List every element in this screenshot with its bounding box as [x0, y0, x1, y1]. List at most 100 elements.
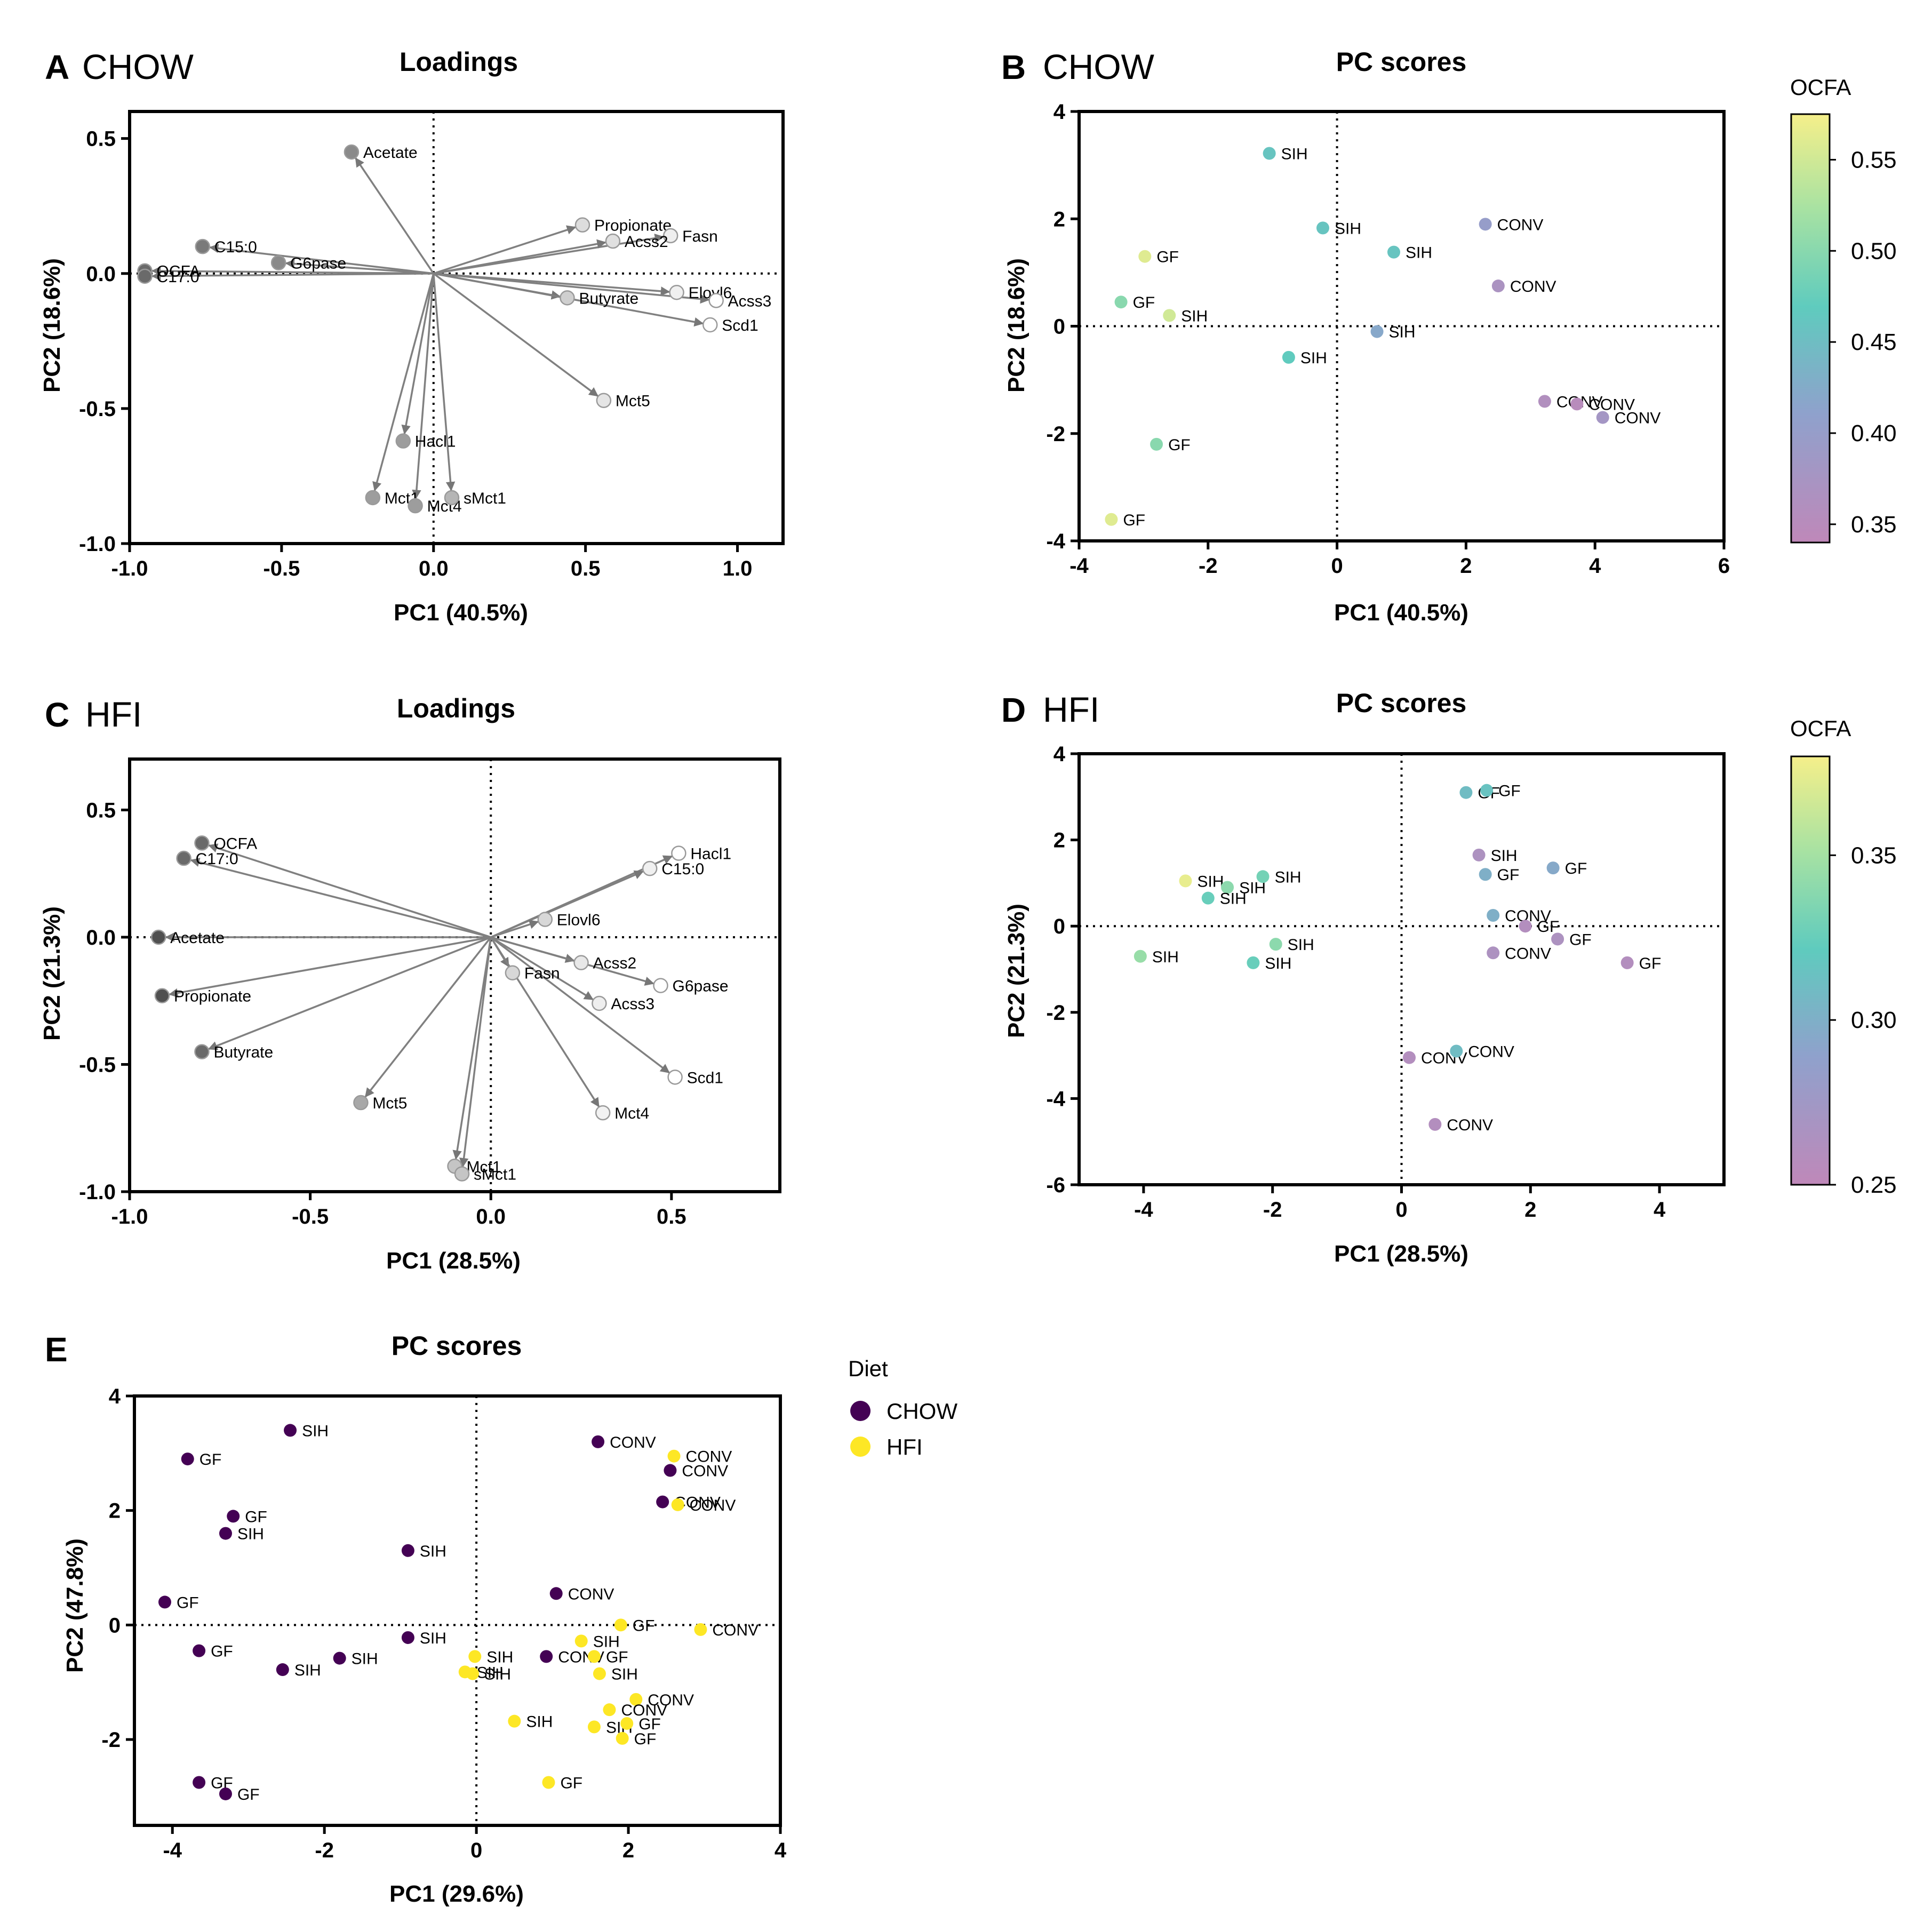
loading-point [596, 393, 612, 408]
loading-point [444, 490, 460, 506]
loading-label: Acetate [363, 144, 418, 162]
loading-arrow [490, 936, 670, 1074]
x-tick-label: 1.0 [723, 557, 753, 580]
score-point [1370, 325, 1384, 338]
panel-d: D HFI PC scores -4-2024-6-4-2024GFGFSIHG… [1001, 688, 1897, 1267]
loading-label: sMct1 [474, 1166, 516, 1184]
score-label: SIH [526, 1713, 553, 1731]
panel-a-title: Loadings [400, 47, 518, 77]
loading-arrow [401, 273, 435, 435]
panel-d-colorbar: 0.25 0.30 0.35 [1790, 755, 1897, 1198]
score-point [1487, 946, 1500, 960]
colorbar-tick-label: 0.25 [1851, 1172, 1897, 1198]
loading-label: Scd1 [687, 1069, 723, 1087]
x-tick-label: 2 [1524, 1198, 1536, 1222]
score-point [1282, 350, 1295, 364]
score-point-hfi [667, 1449, 681, 1463]
loading-arrow [372, 273, 435, 492]
loading-label: Fasn [682, 228, 718, 245]
score-point-chow [181, 1453, 194, 1466]
panel-b-xlabel: PC1 (40.5%) [1334, 600, 1468, 626]
x-tick-label: 0 [470, 1839, 482, 1862]
score-label: GF [237, 1786, 260, 1804]
loading-label: Acss3 [728, 292, 772, 310]
loading-label: G6pase [290, 255, 346, 273]
score-label: GF [177, 1594, 199, 1611]
score-label: GF [633, 1617, 655, 1634]
y-tick-label: -2 [1046, 1001, 1065, 1025]
score-point [1316, 221, 1330, 235]
y-tick-label: -4 [1046, 1087, 1065, 1111]
score-label: CONV [690, 1497, 736, 1514]
loading-arrow [452, 937, 492, 1160]
score-point-hfi [587, 1720, 601, 1734]
loading-label: Hacl1 [690, 845, 731, 863]
panel-e: E PC scores -4 -2 0 2 4-2024SIHGFGFSIHSIHGFG… [45, 1330, 957, 1907]
loading-point [671, 845, 686, 861]
score-label: CONV [712, 1622, 759, 1639]
loading-arrow [490, 936, 594, 1001]
score-label: SIH [1265, 955, 1291, 972]
score-label: SIH [420, 1543, 446, 1560]
x-tick-label: 4 [775, 1839, 787, 1862]
loading-point [537, 912, 553, 927]
loading-arrow [490, 936, 654, 986]
score-point-hfi [620, 1717, 634, 1730]
score-point-hfi [629, 1693, 643, 1706]
score-label: SIH [484, 1666, 511, 1683]
score-point [1428, 1118, 1442, 1131]
score-label: CONV [1505, 945, 1551, 962]
score-point-chow [401, 1544, 414, 1557]
score-point-chow [664, 1464, 677, 1477]
score-label: SIH [1197, 873, 1224, 890]
score-label: GF [1497, 866, 1520, 884]
loading-point [592, 995, 607, 1011]
panel-c: C HFI Loadings -1.0 -0.5 0.0 0.5 -1.0 -0.5 0.0… [39, 693, 781, 1274]
x-tick-label: -4 [163, 1839, 182, 1862]
score-label: CONV [621, 1702, 667, 1719]
loading-point [137, 268, 153, 284]
x-tick-label: -2 [1199, 554, 1218, 578]
score-point-chow [158, 1595, 171, 1609]
score-label: CONV [648, 1691, 694, 1709]
score-point-chow [284, 1424, 297, 1437]
loading-arrow [433, 273, 456, 491]
score-label: GF [1123, 512, 1145, 529]
panel-d-title: PC scores [1336, 688, 1467, 718]
plot-frame [133, 1394, 782, 1827]
x-tick-label: 4 [1654, 1198, 1666, 1222]
panel-a-ylabel: PC2 (18.6%) [39, 258, 65, 393]
loading-label: Mct5 [372, 1095, 407, 1112]
panel-b-colorbar-title: OCFA [1790, 75, 1851, 100]
score-label: SIH [611, 1666, 638, 1683]
loading-arrow [459, 937, 492, 1168]
loading-label: Elovl6 [557, 912, 601, 929]
panel-e-title: PC scores [392, 1331, 522, 1361]
y-tick-label: -0.5 [79, 397, 116, 421]
score-label: GF [1569, 931, 1592, 948]
loading-point [194, 835, 210, 851]
score-label: GF [245, 1508, 267, 1526]
loading-label: C15:0 [661, 860, 704, 878]
x-tick-label: -1.0 [111, 557, 148, 580]
score-point-hfi [508, 1714, 521, 1728]
loading-point [154, 988, 170, 1003]
score-label: GF [1156, 249, 1179, 266]
loading-arrow [190, 857, 491, 938]
colorbar-tick-label: 0.35 [1851, 842, 1897, 868]
panel-d-ylabel: PC2 (21.3%) [1003, 904, 1029, 1038]
score-label: GF [1168, 436, 1191, 454]
loading-label: Scd1 [722, 317, 758, 334]
colorbar-tick-label: 0.50 [1851, 238, 1897, 264]
loading-arrow [490, 920, 539, 938]
loading-point [176, 850, 191, 866]
loading-point [702, 317, 718, 333]
loading-arrow [490, 870, 644, 938]
x-tick-label: -0.5 [263, 557, 300, 580]
score-label: CONV [1497, 216, 1544, 234]
panel-b-diet: CHOW [1043, 47, 1155, 86]
score-label: GF [1133, 294, 1155, 312]
score-label: SIH [1275, 868, 1302, 886]
score-point-chow [219, 1787, 232, 1800]
loading-label: Butyrate [213, 1044, 273, 1062]
